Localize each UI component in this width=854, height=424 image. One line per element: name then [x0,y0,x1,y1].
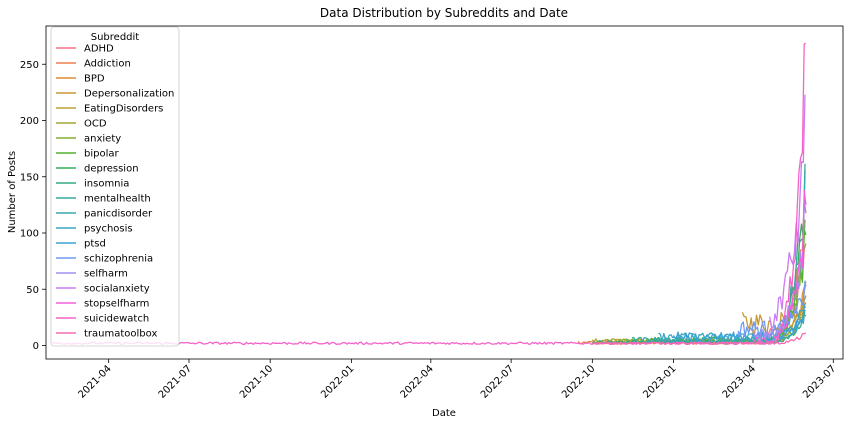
x-tick-label: 2022-10 [560,363,597,400]
x-tick-label: 2021-07 [157,363,194,400]
legend-label-anxiety: anxiety [84,134,121,145]
legend-label-suicidewatch: suicidewatch [84,314,149,325]
y-tick-label: 0 [33,341,39,352]
legend-label-OCD: OCD [84,119,107,130]
plot-frame [45,25,844,360]
legend-frame [50,26,180,347]
legend-label-socialanxiety: socialanxiety [84,284,150,295]
y-tick-label: 200 [20,116,39,127]
y-tick-label: 100 [20,229,39,240]
series-line-mentalhealth [631,163,806,344]
x-axis: 2021-04 2021-07 2021-10 2022-01 2022-04 2022-… [76,359,838,401]
legend-label-schizophrenia: schizophrenia [84,254,153,265]
x-tick-label: 2021-10 [238,363,275,400]
legend: Subreddit ADHD Addiction BPD Depersonalizat… [50,26,180,347]
x-axis-label: Date [432,408,456,419]
y-tick-label: 250 [20,60,39,71]
series-line-schizophrenia [737,280,806,338]
legend-label-mentalhealth: mentalhealth [84,194,151,205]
legend-label-ADHD: ADHD [84,44,114,55]
x-tick-label: 2023-07 [801,363,838,400]
legend-label-selfharm: selfharm [84,269,128,280]
series-line-psychosis [658,304,806,342]
y-axis-label: Number of Posts [7,151,18,233]
x-tick-label: 2021-04 [76,363,113,400]
legend-label-panicdisorder: panicdisorder [84,209,153,220]
y-tick-label: 50 [26,285,39,296]
y-axis: 0 50 100 150 200 250 [20,60,46,352]
y-tick-label: 150 [20,172,39,183]
legend-label-depression: depression [84,164,139,175]
chart-title: Data Distribution by Subreddits and Date [320,6,568,20]
x-tick-label: 2023-01 [641,363,678,400]
legend-label-insomnia: insomnia [84,179,129,190]
legend-title: Subreddit [91,32,140,43]
x-tick-label: 2022-01 [319,363,356,400]
legend-label-bipolar: bipolar [84,149,119,160]
series-line-socialanxiety [769,94,806,328]
x-tick-label: 2022-07 [479,363,516,400]
legend-label-stopselfharm: stopselfharm [84,299,149,310]
legend-label-BPD: BPD [84,74,105,85]
legend-label-traumatoolbox: traumatoolbox [84,329,157,340]
legend-label-Addiction: Addiction [84,59,131,70]
legend-label-psychosis: psychosis [84,224,133,235]
legend-label-Depersonalization: Depersonalization [84,89,174,100]
legend-label-ptsd: ptsd [84,239,106,250]
x-tick-label: 2023-04 [721,363,758,400]
series-line-traumatoolbox [591,332,807,345]
x-tick-label: 2022-04 [399,363,436,400]
legend-label-EatingDisorders: EatingDisorders [84,104,163,115]
series-line-panicdisorder [645,309,806,344]
series-line-anxiety [619,219,806,344]
